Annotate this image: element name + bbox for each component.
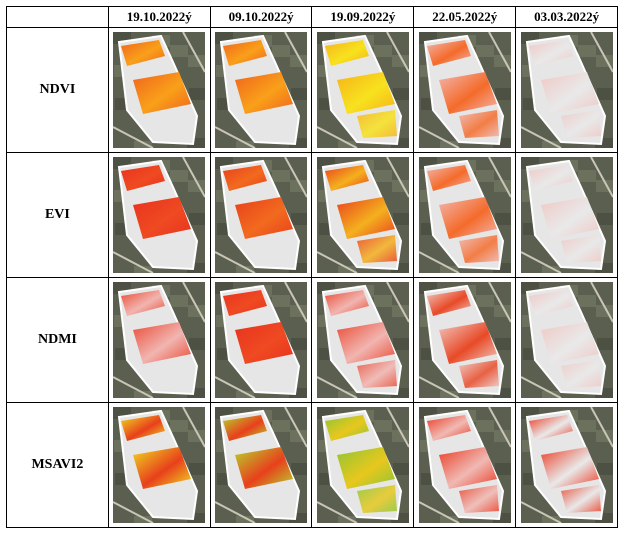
date-header: 22.05.2022ý bbox=[413, 6, 517, 28]
field-map-image bbox=[209, 152, 313, 278]
index-row: NDVI bbox=[6, 27, 618, 153]
index-label: MSAVI2 bbox=[6, 402, 109, 528]
field-map-svg bbox=[520, 157, 613, 273]
date-header: 19.10.2022ý bbox=[107, 6, 211, 28]
field-map-svg bbox=[418, 32, 511, 148]
field-map-image bbox=[515, 277, 618, 403]
index-label: EVI bbox=[6, 152, 109, 278]
field-map-image bbox=[107, 277, 211, 403]
date-header: 09.10.2022ý bbox=[209, 6, 313, 28]
field-map-image bbox=[209, 277, 313, 403]
index-label: NDVI bbox=[6, 27, 109, 153]
field-map-image bbox=[107, 152, 211, 278]
date-header: 19.09.2022ý bbox=[311, 6, 415, 28]
field-map-svg bbox=[520, 32, 613, 148]
field-map-svg bbox=[418, 157, 511, 273]
field-map-svg bbox=[215, 157, 308, 273]
field-map-svg bbox=[316, 157, 409, 273]
header-corner bbox=[6, 6, 109, 28]
field-map-image bbox=[515, 27, 618, 153]
field-map-svg bbox=[113, 157, 206, 273]
field-map-image bbox=[107, 27, 211, 153]
field-map-image bbox=[413, 27, 517, 153]
field-map-svg bbox=[113, 282, 206, 398]
field-map-svg bbox=[316, 282, 409, 398]
field-map-image bbox=[515, 402, 618, 528]
index-label: NDMI bbox=[6, 277, 109, 403]
index-row: EVI bbox=[6, 152, 618, 278]
field-map-svg bbox=[215, 407, 308, 523]
field-map-image bbox=[311, 152, 415, 278]
field-map-image bbox=[209, 402, 313, 528]
header-row: 19.10.2022ý 09.10.2022ý 19.09.2022ý 22.0… bbox=[6, 6, 618, 28]
field-map-svg bbox=[316, 407, 409, 523]
field-map-svg bbox=[520, 282, 613, 398]
field-map-svg bbox=[418, 407, 511, 523]
field-map-image bbox=[413, 402, 517, 528]
field-map-image bbox=[209, 27, 313, 153]
field-map-svg bbox=[215, 32, 308, 148]
field-map-image bbox=[107, 402, 211, 528]
date-header: 03.03.2022ý bbox=[515, 6, 618, 28]
field-map-image bbox=[413, 152, 517, 278]
field-map-image bbox=[311, 27, 415, 153]
field-map-image bbox=[311, 402, 415, 528]
field-map-svg bbox=[113, 407, 206, 523]
field-map-svg bbox=[316, 32, 409, 148]
field-map-svg bbox=[520, 407, 613, 523]
field-map-image bbox=[515, 152, 618, 278]
field-map-svg bbox=[113, 32, 206, 148]
index-row: NDMI bbox=[6, 277, 618, 403]
field-map-svg bbox=[215, 282, 308, 398]
field-map-svg bbox=[418, 282, 511, 398]
field-map-image bbox=[311, 277, 415, 403]
index-row: MSAVI2 bbox=[6, 402, 618, 528]
satellite-index-table: 19.10.2022ý 09.10.2022ý 19.09.2022ý 22.0… bbox=[6, 6, 618, 528]
field-map-image bbox=[413, 277, 517, 403]
